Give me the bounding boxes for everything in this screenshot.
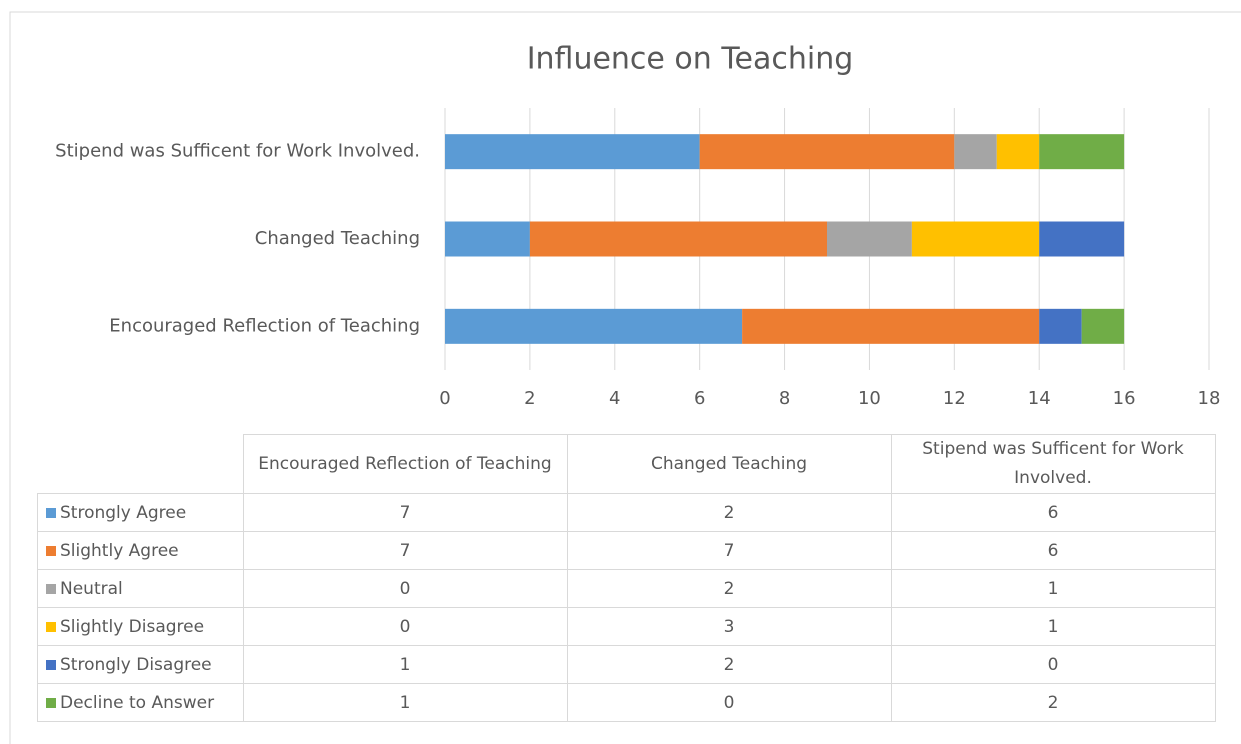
table-cell: 6 bbox=[890, 531, 1216, 570]
table-row: Slightly Disagree 0 3 1 bbox=[37, 607, 1216, 646]
x-tick-label: 4 bbox=[609, 388, 620, 409]
table-cell: 0 bbox=[890, 645, 1216, 684]
row-header: Strongly Disagree bbox=[37, 645, 244, 684]
table-cell: 0 bbox=[242, 569, 568, 608]
table-cell: 0 bbox=[242, 607, 568, 646]
table-cell: 2 bbox=[566, 569, 892, 608]
row-header: Decline to Answer bbox=[37, 683, 244, 722]
table-cell: 1 bbox=[890, 569, 1216, 608]
chart-title: Influence on Teaching bbox=[527, 42, 854, 77]
table-cell: 6 bbox=[890, 493, 1216, 532]
bar-segment bbox=[1039, 134, 1125, 170]
y-tick-label: Encouraged Reflection of Teaching bbox=[109, 315, 420, 336]
column-header: Encouraged Reflection of Teaching bbox=[242, 434, 568, 494]
bar-segment bbox=[911, 221, 1040, 257]
bar-segment bbox=[742, 308, 1040, 344]
corner-cell bbox=[37, 434, 244, 494]
legend-label: Slightly Disagree bbox=[60, 616, 205, 637]
legend-key bbox=[46, 507, 56, 518]
table-cell: 2 bbox=[566, 493, 892, 532]
legend-label: Strongly Agree bbox=[60, 502, 187, 523]
x-tick-label: 0 bbox=[439, 388, 450, 409]
table-cell: 7 bbox=[566, 531, 892, 570]
bar-segment bbox=[445, 134, 700, 170]
table-row: Slightly Agree 7 7 6 bbox=[37, 531, 1216, 570]
bar-segment bbox=[445, 221, 530, 257]
legend-label: Decline to Answer bbox=[60, 692, 215, 713]
legend-label: Neutral bbox=[60, 578, 123, 599]
legend-key bbox=[46, 621, 56, 632]
y-tick-label: Changed Teaching bbox=[255, 228, 420, 249]
table-cell: 7 bbox=[242, 493, 568, 532]
legend-key bbox=[46, 697, 56, 708]
data-table: Encouraged Reflection of Teaching Changed… bbox=[37, 434, 1216, 722]
column-header: Stipend was Sufficent for Work Involved. bbox=[890, 434, 1216, 494]
x-tick-label: 6 bbox=[694, 388, 705, 409]
row-header: Neutral bbox=[37, 569, 244, 608]
table-cell: 3 bbox=[566, 607, 892, 646]
x-tick-label: 18 bbox=[1198, 388, 1221, 409]
x-tick-label: 14 bbox=[1028, 388, 1051, 409]
legend-label: Strongly Disagree bbox=[60, 654, 212, 675]
table-cell: 2 bbox=[566, 645, 892, 684]
bar-segment bbox=[1039, 308, 1082, 344]
bar-segment bbox=[699, 134, 955, 170]
column-header: Changed Teaching bbox=[566, 434, 892, 494]
table-row: Decline to Answer 1 0 2 bbox=[37, 683, 1216, 722]
y-tick-label: Stipend was Sufficent for Work Involved. bbox=[55, 141, 420, 162]
row-header: Slightly Disagree bbox=[37, 607, 244, 646]
row-header: Slightly Agree bbox=[37, 531, 244, 570]
legend-key bbox=[46, 583, 56, 594]
table-row: Strongly Disagree 1 2 0 bbox=[37, 645, 1216, 684]
chart-border bbox=[9, 11, 1241, 744]
legend-key bbox=[46, 545, 56, 556]
bar-segment bbox=[954, 134, 997, 170]
x-tick-label: 10 bbox=[858, 388, 881, 409]
table-cell: 1 bbox=[890, 607, 1216, 646]
bar-segment bbox=[445, 308, 743, 344]
x-tick-label: 12 bbox=[943, 388, 966, 409]
x-tick-label: 8 bbox=[779, 388, 790, 409]
legend-key bbox=[46, 659, 56, 670]
x-tick-label: 16 bbox=[1113, 388, 1136, 409]
bar-segment bbox=[529, 221, 827, 257]
table-cell: 1 bbox=[242, 683, 568, 722]
row-header: Strongly Agree bbox=[37, 493, 244, 532]
table-cell: 1 bbox=[242, 645, 568, 684]
bar-segment bbox=[1081, 308, 1125, 344]
table-header-row: Encouraged Reflection of Teaching Changed… bbox=[37, 434, 1216, 494]
table-cell: 7 bbox=[242, 531, 568, 570]
x-tick-label: 2 bbox=[524, 388, 535, 409]
table-row: Strongly Agree 7 2 6 bbox=[37, 493, 1216, 532]
table-cell: 2 bbox=[890, 683, 1216, 722]
bar-segment bbox=[827, 221, 912, 257]
table-cell: 0 bbox=[566, 683, 892, 722]
table-row: Neutral 0 2 1 bbox=[37, 569, 1216, 608]
bar-segment bbox=[996, 134, 1040, 170]
bar-segment bbox=[1039, 221, 1125, 257]
legend-label: Slightly Agree bbox=[60, 540, 179, 561]
